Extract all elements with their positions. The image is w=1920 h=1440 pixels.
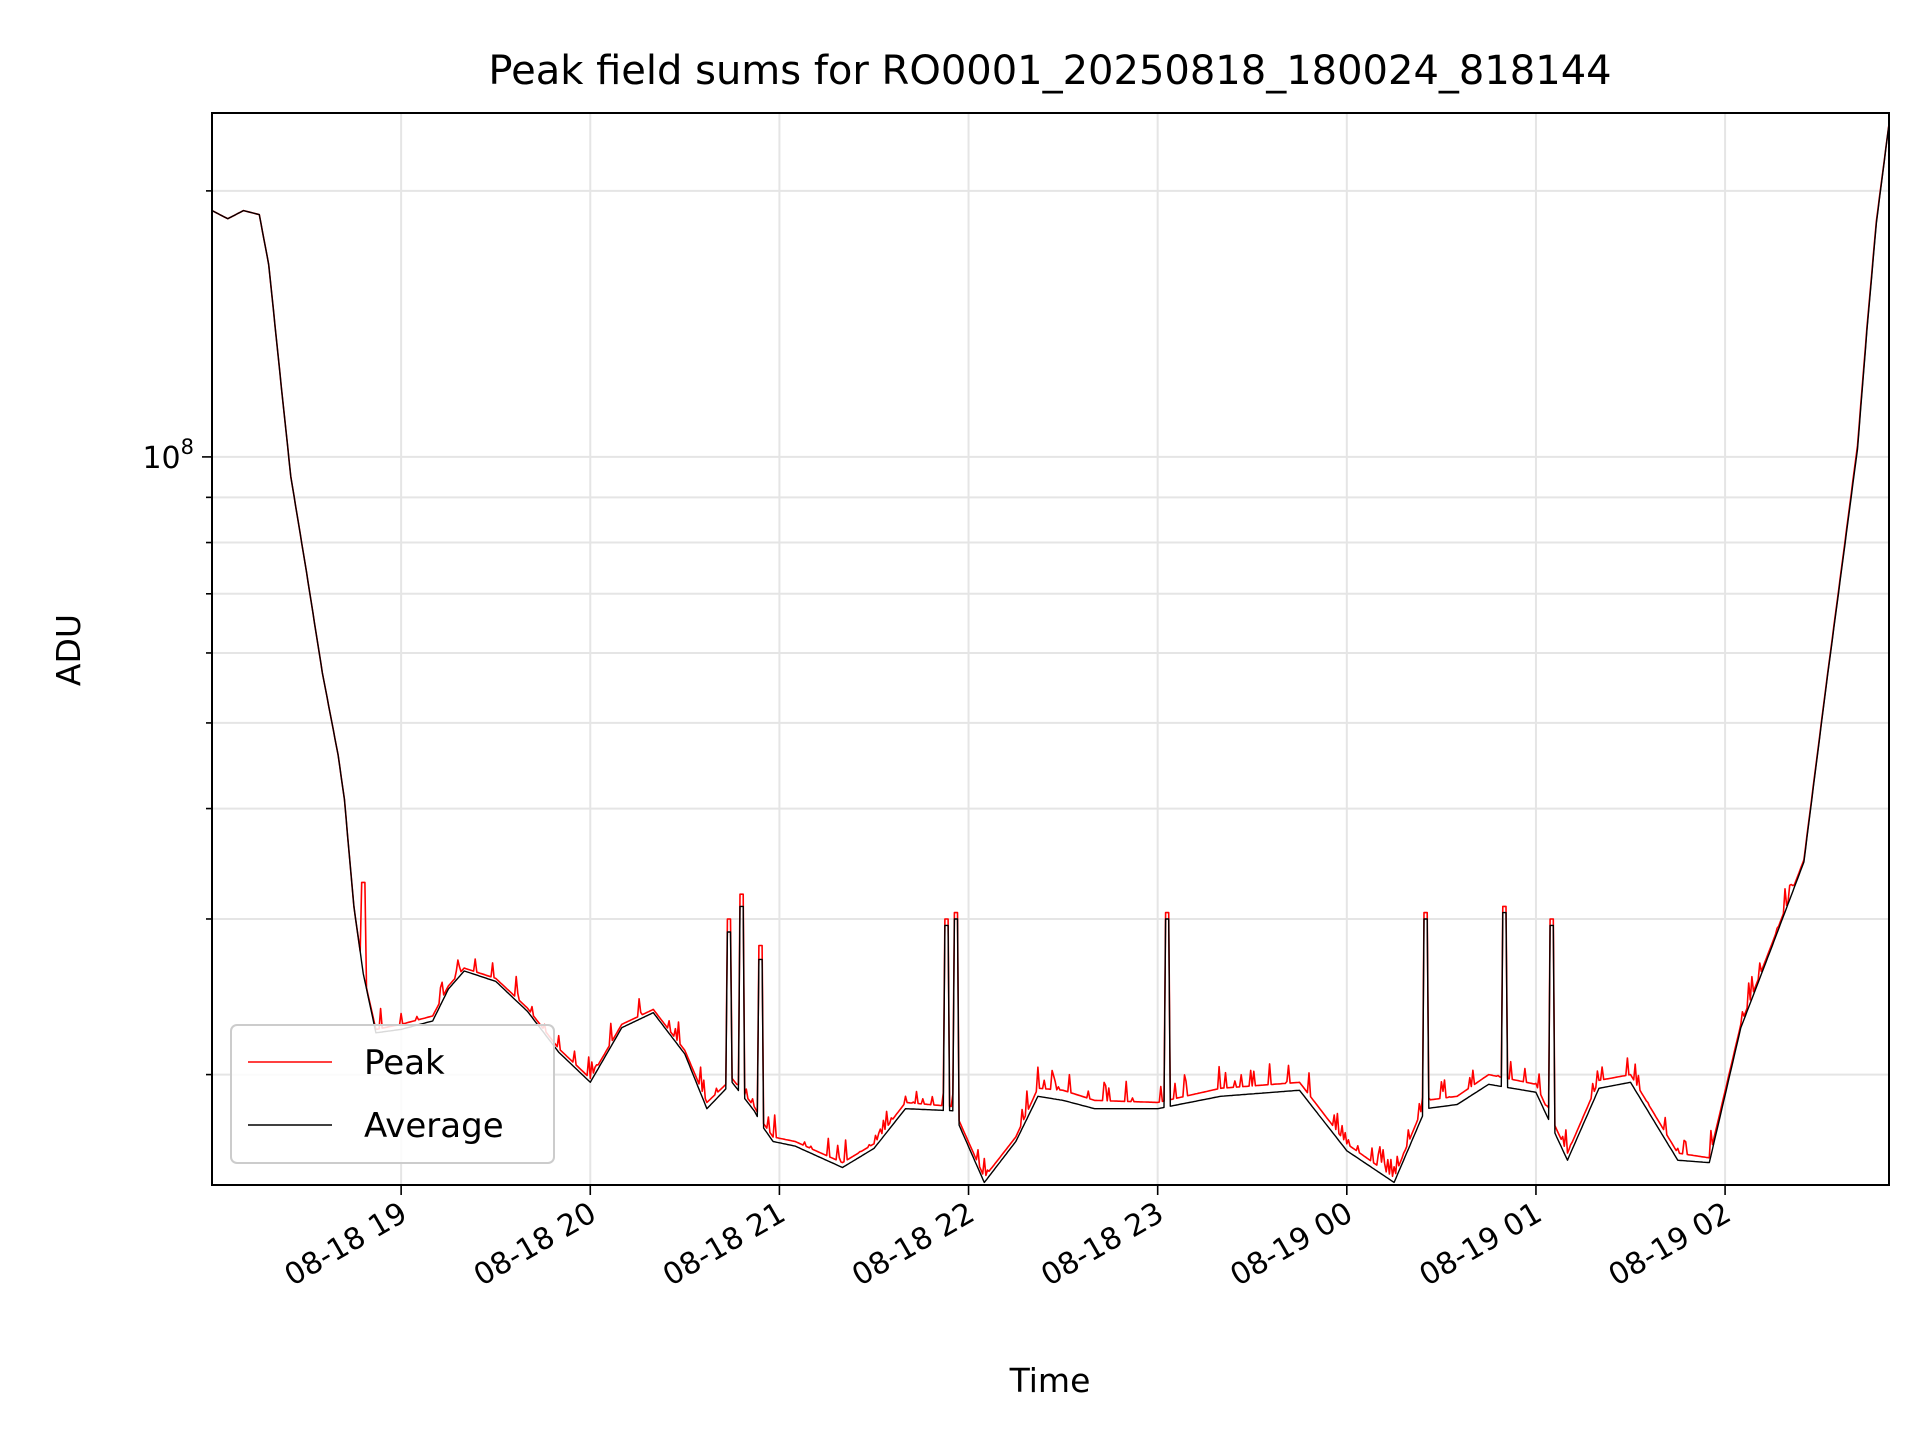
plot-frame — [211, 112, 1890, 1186]
series-line-average — [211, 124, 1890, 1184]
legend-label-average: Average — [364, 1106, 504, 1146]
legend-box — [230, 1024, 555, 1164]
legend-label-peak: Peak — [364, 1043, 445, 1083]
y-axis-label: ADU — [49, 614, 88, 686]
series-line-peak — [211, 123, 1890, 1178]
legend: Peak Average — [230, 1024, 555, 1164]
x-axis-label: Time — [1009, 1361, 1091, 1400]
plot-lines — [211, 123, 1890, 1184]
chart-title: Peak field sums for RO0001_20250818_1800… — [488, 48, 1611, 94]
y-tick-label-exponent: 8 — [181, 435, 194, 459]
